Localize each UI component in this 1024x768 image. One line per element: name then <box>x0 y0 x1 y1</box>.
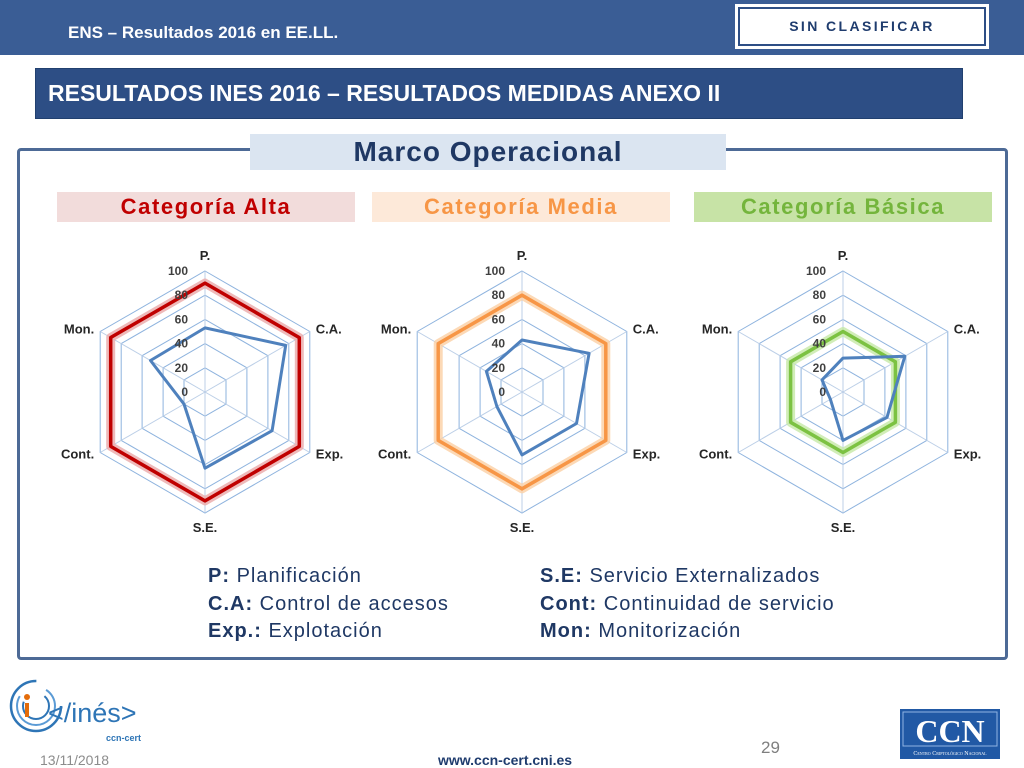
logo-dot <box>24 694 30 700</box>
category-label-alta: Categoría Alta <box>57 192 355 222</box>
axis-label: Mon. <box>381 322 411 337</box>
tick-label: 20 <box>175 361 189 375</box>
tick-label: 100 <box>168 264 188 278</box>
logo-swirl-arc <box>22 692 50 720</box>
tick-label: 20 <box>492 361 506 375</box>
legend-abbr: C.A: <box>208 592 254 615</box>
legend-item: C.A: Control de accesos <box>208 591 449 619</box>
target-series-line <box>436 293 608 491</box>
presentation-title: ENS – Resultados 2016 en EE.LL. <box>68 23 339 42</box>
legend-abbr: Exp.: <box>208 620 262 642</box>
legend-item: P: Planificación <box>208 563 449 591</box>
axis-label: Exp. <box>316 447 343 462</box>
axis-label: Mon. <box>64 322 94 337</box>
ccn-logo-background <box>900 709 1000 759</box>
axis-spoke <box>416 331 523 393</box>
legend-abbr: S.E: <box>540 565 583 587</box>
slide-title: RESULTADOS INES 2016 – RESULTADOS MEDIDA… <box>48 80 721 106</box>
page-number: 29 <box>761 738 780 757</box>
ines-logo-subtext: ccn-cert <box>106 733 141 743</box>
tick-label: 60 <box>175 312 189 326</box>
legend-right-column: S.E: Servicio Externalizados Cont: Conti… <box>540 563 835 646</box>
axis-label: Exp. <box>954 447 981 462</box>
classification-badge: SIN CLASIFICAR <box>735 4 989 49</box>
tick-label: 40 <box>175 337 189 351</box>
radar-chart-basica: 0 20 40 60 80 100 P. C.A. Exp. S.E. Cont. Mon. <box>699 248 981 535</box>
axis-spoke <box>521 391 628 453</box>
axis-label: Mon. <box>702 322 732 337</box>
axis-spoke <box>204 331 311 393</box>
ines-logo: </inés> ccn-cert <box>9 679 141 743</box>
axis-spoke <box>99 391 206 453</box>
actual-series-line <box>820 354 907 442</box>
legend-desc: Control de accesos <box>259 592 449 615</box>
tick-label: 0 <box>819 385 826 399</box>
actual-series-line <box>149 326 288 470</box>
ccn-logo-subtext: Centro Criptológico Nacional <box>913 751 987 757</box>
legend-item: Mon: Monitorización <box>540 618 835 646</box>
axis-label: P. <box>838 248 849 263</box>
target-series-line <box>108 281 302 503</box>
axis-label: P. <box>517 248 528 263</box>
axis-label: Cont. <box>61 447 94 462</box>
radar-chart-media: 0 20 40 60 80 100 P. C.A. Exp. S.E. Cont. Mon. <box>378 248 660 535</box>
actual-series-line <box>484 338 591 457</box>
ccn-logo-border <box>902 711 998 747</box>
logo-stem <box>25 703 29 717</box>
tick-label: 20 <box>813 361 827 375</box>
axis-label: C.A. <box>954 322 980 337</box>
tick-label: 40 <box>813 337 827 351</box>
ccn-logo: CCN Centro Criptológico Nacional <box>900 709 1000 759</box>
target-series-line <box>788 329 898 455</box>
tick-label: 0 <box>181 385 188 399</box>
legend-desc: Planificación <box>236 565 362 587</box>
axis-label: C.A. <box>633 322 659 337</box>
legend-desc: Monitorización <box>598 620 742 642</box>
category-label-media: Categoría Media <box>372 192 670 222</box>
legend-desc: Servicio Externalizados <box>589 565 821 587</box>
legend-left-column: P: Planificación C.A: Control de accesos… <box>208 563 449 646</box>
radar-chart-alta: 0 20 40 60 80 100 P. C.A. Exp. S.E. Cont. Mon. <box>61 248 343 535</box>
legend-abbr: Mon: <box>540 620 592 642</box>
section-title: Marco Operacional <box>250 134 726 170</box>
legend-item: Exp.: Explotación <box>208 618 449 646</box>
axis-label: S.E. <box>831 520 856 535</box>
ines-logo-text: </inés> <box>48 698 137 728</box>
footer-url: www.ccn-cert.cni.es <box>438 752 573 768</box>
axis-label: Exp. <box>633 447 660 462</box>
axis-label: Cont. <box>699 447 732 462</box>
ccn-logo-text: CCN <box>915 713 984 749</box>
legend-abbr: P: <box>208 565 230 587</box>
axis-spoke <box>521 331 628 393</box>
legend-item: S.E: Servicio Externalizados <box>540 563 835 591</box>
tick-label: 100 <box>806 264 826 278</box>
tick-label: 0 <box>498 385 505 399</box>
legend-desc: Explotación <box>268 620 383 642</box>
axis-label: Cont. <box>378 447 411 462</box>
tick-label: 80 <box>813 288 827 302</box>
category-label-basica: Categoría Básica <box>694 192 992 222</box>
tick-label: 40 <box>492 337 506 351</box>
logo-swirl-arc <box>16 686 56 726</box>
tick-label: 60 <box>492 312 506 326</box>
classification-label: SIN CLASIFICAR <box>738 7 986 46</box>
slide-title-bar: RESULTADOS INES 2016 – RESULTADOS MEDIDA… <box>35 68 963 119</box>
legend-item: Cont: Continuidad de servicio <box>540 591 835 619</box>
footer-date: 13/11/2018 <box>40 752 110 768</box>
legend-abbr: Cont: <box>540 592 598 615</box>
axis-label: S.E. <box>193 520 218 535</box>
axis-label: P. <box>200 248 211 263</box>
tick-label: 80 <box>175 288 189 302</box>
tick-label: 100 <box>485 264 505 278</box>
tick-label: 80 <box>492 288 506 302</box>
logo-swirl-arc <box>9 679 63 733</box>
tick-label: 60 <box>813 312 827 326</box>
legend-desc: Continuidad de servicio <box>603 592 835 615</box>
axis-label: S.E. <box>510 520 535 535</box>
axis-spoke <box>204 391 311 453</box>
axis-label: C.A. <box>316 322 342 337</box>
